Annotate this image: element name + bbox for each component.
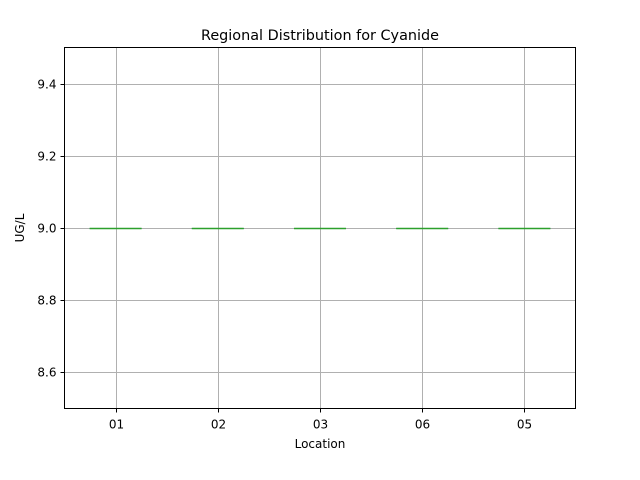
- y-tick-label: 9.0: [37, 222, 56, 236]
- axis-ticks: 01 02 03 06 05 8.6 8.8 9.0 9.2 9.4: [37, 78, 532, 432]
- y-tick-label: 8.8: [37, 294, 56, 308]
- x-tick-label: 05: [517, 418, 532, 432]
- chart-title: Regional Distribution for Cyanide: [201, 28, 439, 44]
- x-tick-label: 02: [211, 418, 226, 432]
- y-tick-label: 9.4: [37, 78, 56, 92]
- x-tick-label: 06: [415, 418, 430, 432]
- y-tick-label: 8.6: [37, 366, 56, 380]
- x-tick-label: 03: [313, 418, 328, 432]
- y-tick-label: 9.2: [37, 150, 56, 164]
- x-axis-label: Location: [295, 437, 346, 451]
- y-axis-label: UG/L: [13, 213, 27, 242]
- x-tick-label: 01: [109, 418, 124, 432]
